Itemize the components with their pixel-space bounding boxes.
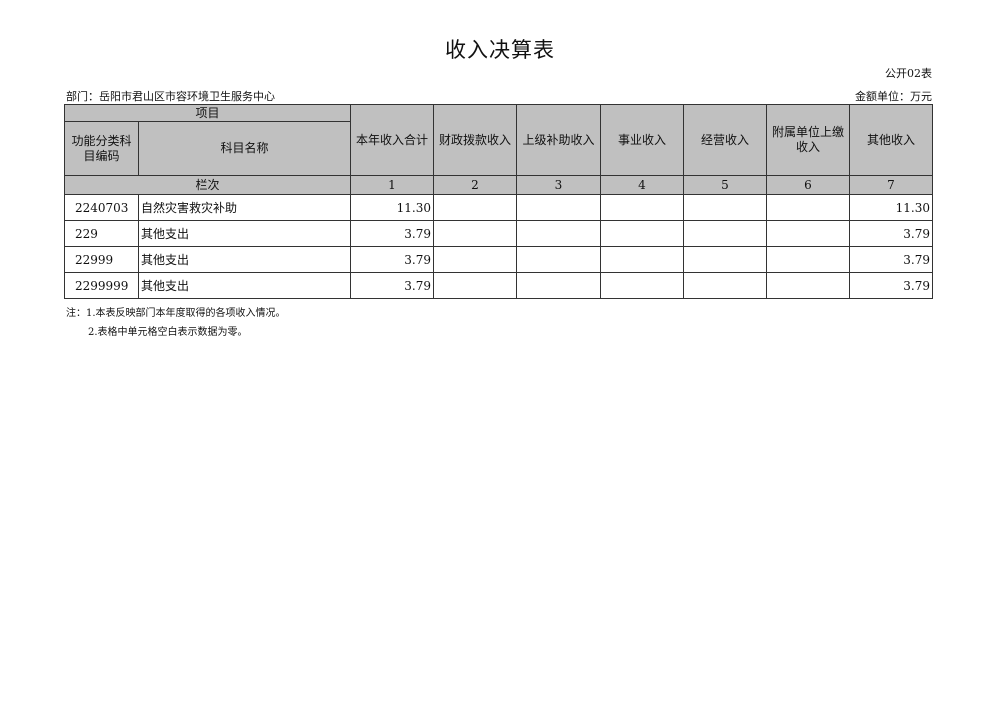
page-title: 收入决算表: [445, 38, 555, 62]
amount-cell: 3.79: [849, 272, 933, 299]
amount-cell: [600, 194, 684, 221]
table-row: 22999 其他支出 3.79 3.79: [64, 246, 933, 273]
subject-name: 其他支出: [138, 246, 351, 273]
header-col: 其他收入: [849, 104, 933, 176]
subject-code: 22999: [64, 246, 139, 273]
row-index-cell: 2: [433, 175, 517, 195]
subject-code: 2240703: [64, 194, 139, 221]
table-row: 229 其他支出 3.79 3.79: [64, 220, 933, 247]
form-number: 公开02表: [885, 67, 932, 80]
row-index-cell: 7: [849, 175, 933, 195]
header-col: 附属单位上缴收入: [766, 104, 850, 176]
header-item: 项目: [64, 104, 351, 122]
amount-cell: [600, 220, 684, 247]
subject-name: 自然灾害救灾补助: [138, 194, 351, 221]
note-1: 注：1.本表反映部门本年度取得的各项收入情况。: [66, 308, 286, 319]
department-label: 部门：岳阳市君山区市容环境卫生服务中心: [66, 90, 275, 103]
amount-cell: [766, 246, 850, 273]
amount-cell: [516, 194, 601, 221]
amount-cell: [516, 272, 601, 299]
header-col: 事业收入: [600, 104, 684, 176]
amount-cell: 3.79: [350, 246, 434, 273]
header-code: 功能分类科目编码: [64, 121, 139, 176]
row-index-cell: 6: [766, 175, 850, 195]
amount-cell: [433, 246, 517, 273]
amount-cell: [766, 220, 850, 247]
amount-cell: 3.79: [849, 246, 933, 273]
amount-cell: 3.79: [350, 272, 434, 299]
unit-label: 金额单位：万元: [855, 90, 932, 103]
notes: 注：1.本表反映部门本年度取得的各项收入情况。 2.表格中单元格空白表示数据为零…: [66, 304, 286, 342]
amount-cell: [683, 194, 767, 221]
header-col: 财政拨款收入: [433, 104, 517, 176]
note-2: 2.表格中单元格空白表示数据为零。: [88, 327, 248, 338]
amount-cell: [766, 194, 850, 221]
amount-cell: [683, 272, 767, 299]
header-col: 经营收入: [683, 104, 767, 176]
subject-name: 其他支出: [138, 272, 351, 299]
amount-cell: [683, 220, 767, 247]
amount-cell: [433, 220, 517, 247]
row-index-cell: 4: [600, 175, 684, 195]
table-row: 2240703 自然灾害救灾补助 11.30 11.30: [64, 194, 933, 221]
subject-code: 229: [64, 220, 139, 247]
income-table: 项目 本年收入合计 财政拨款收入 上级补助收入 事业收入 经营收入 附属单位上缴…: [64, 104, 933, 299]
header-col: 本年收入合计: [350, 104, 434, 176]
amount-cell: 3.79: [350, 220, 434, 247]
row-index-cell: 1: [350, 175, 434, 195]
row-index-cell: 5: [683, 175, 767, 195]
amount-cell: [516, 220, 601, 247]
subject-code: 2299999: [64, 272, 139, 299]
amount-cell: [683, 246, 767, 273]
amount-cell: 11.30: [849, 194, 933, 221]
amount-cell: [433, 194, 517, 221]
amount-cell: [600, 272, 684, 299]
row-index-label: 栏次: [64, 175, 351, 195]
subject-name: 其他支出: [138, 220, 351, 247]
amount-cell: 11.30: [350, 194, 434, 221]
row-index-cell: 3: [516, 175, 601, 195]
header-col: 上级补助收入: [516, 104, 601, 176]
header-name: 科目名称: [138, 121, 351, 176]
amount-cell: [766, 272, 850, 299]
amount-cell: [433, 272, 517, 299]
amount-cell: [516, 246, 601, 273]
table-row: 2299999 其他支出 3.79 3.79: [64, 272, 933, 299]
amount-cell: 3.79: [849, 220, 933, 247]
amount-cell: [600, 246, 684, 273]
